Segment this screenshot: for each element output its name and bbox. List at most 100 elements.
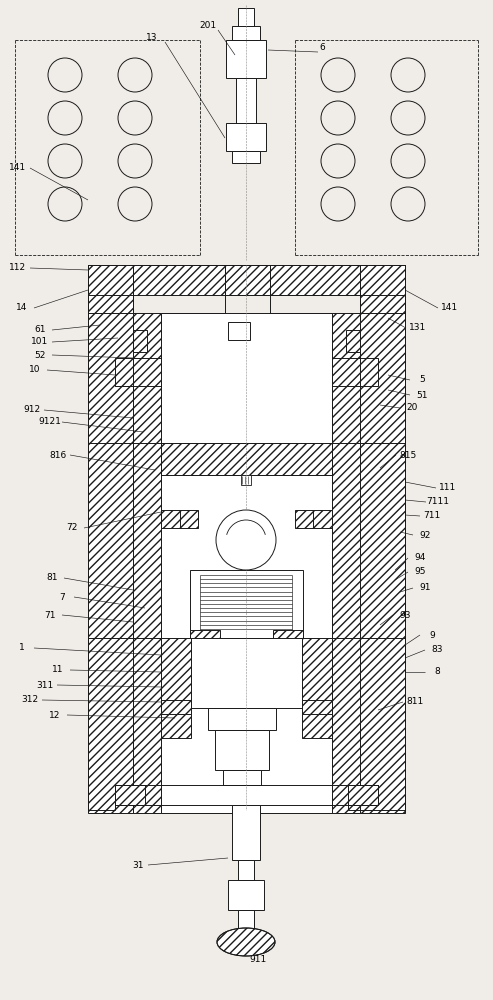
Bar [226, 123, 266, 151]
Bar [346, 330, 360, 352]
Bar [88, 638, 133, 813]
Text: 83: 83 [431, 646, 443, 654]
Bar [161, 313, 332, 443]
Bar [161, 443, 332, 638]
Bar [88, 313, 133, 443]
Bar [332, 638, 360, 813]
Text: 11: 11 [52, 666, 64, 674]
Bar [133, 265, 225, 295]
Text: 20: 20 [406, 403, 418, 412]
Text: 1: 1 [19, 644, 25, 652]
Text: 8: 8 [434, 668, 440, 676]
Bar [241, 475, 251, 485]
Bar [115, 358, 133, 386]
Bar [232, 151, 260, 163]
Bar [225, 265, 270, 295]
Text: 14: 14 [16, 304, 28, 312]
Bar [228, 322, 250, 340]
Bar [115, 785, 145, 805]
Ellipse shape [217, 928, 275, 956]
Bar [215, 730, 269, 770]
Bar [312, 510, 332, 528]
Bar [208, 708, 276, 730]
Text: 31: 31 [132, 860, 144, 869]
Text: 141: 141 [441, 304, 458, 312]
Bar [360, 638, 405, 813]
Text: 91: 91 [419, 584, 431, 592]
Bar [223, 770, 261, 785]
Text: 93: 93 [399, 610, 411, 619]
Bar [236, 78, 256, 123]
Bar [302, 638, 332, 738]
Text: 72: 72 [67, 524, 78, 532]
Bar [161, 638, 191, 738]
Text: 7: 7 [59, 592, 65, 601]
Text: 112: 112 [9, 263, 27, 272]
Text: 10: 10 [29, 365, 41, 374]
Bar [161, 638, 332, 813]
Bar [360, 358, 378, 386]
Circle shape [216, 510, 276, 570]
Text: 111: 111 [439, 484, 457, 492]
Bar [232, 26, 260, 40]
Bar [332, 443, 360, 638]
Bar [133, 313, 161, 443]
Bar [161, 443, 332, 475]
Bar [295, 510, 313, 528]
Bar [232, 805, 260, 860]
Text: 13: 13 [146, 33, 158, 42]
Text: 912: 912 [24, 406, 40, 414]
Text: 52: 52 [35, 351, 46, 360]
Text: 51: 51 [416, 390, 428, 399]
Text: 141: 141 [9, 163, 27, 172]
Bar [348, 785, 378, 805]
Bar [360, 313, 405, 443]
Bar [161, 700, 191, 714]
Text: 6: 6 [319, 43, 325, 52]
Bar [273, 630, 303, 638]
Bar [238, 860, 254, 880]
Bar [180, 510, 198, 528]
Text: 711: 711 [423, 512, 441, 520]
Bar [88, 443, 133, 638]
Text: 815: 815 [399, 450, 417, 460]
Text: 816: 816 [49, 450, 67, 460]
Text: 311: 311 [36, 680, 54, 690]
Text: 131: 131 [409, 324, 426, 332]
Text: 7111: 7111 [426, 497, 450, 506]
Bar [332, 313, 360, 443]
Bar [133, 330, 147, 352]
Bar [88, 265, 133, 313]
Bar [238, 910, 254, 938]
Text: 5: 5 [419, 375, 425, 384]
Text: 95: 95 [414, 568, 426, 576]
Text: 92: 92 [420, 530, 431, 540]
Text: 9: 9 [429, 631, 435, 640]
Text: 71: 71 [44, 610, 56, 619]
Text: 101: 101 [32, 338, 49, 347]
Text: 312: 312 [21, 696, 38, 704]
Text: 201: 201 [200, 20, 216, 29]
Bar [190, 630, 220, 638]
Bar [270, 265, 360, 295]
Bar [133, 638, 161, 813]
Bar [190, 570, 303, 638]
Text: 811: 811 [406, 698, 423, 706]
Bar [161, 510, 181, 528]
Bar [191, 638, 302, 708]
Bar [161, 443, 332, 475]
Bar [115, 785, 378, 805]
Text: 12: 12 [49, 710, 61, 720]
Bar [302, 700, 332, 714]
Bar [360, 443, 405, 638]
Bar [360, 265, 405, 313]
Text: 94: 94 [414, 554, 425, 562]
Bar [238, 8, 254, 26]
Text: 9121: 9121 [38, 418, 62, 426]
Text: 911: 911 [249, 956, 267, 964]
Bar [228, 880, 264, 910]
Text: 61: 61 [34, 326, 46, 334]
Bar [133, 443, 161, 638]
Text: 81: 81 [46, 574, 58, 582]
Bar [226, 40, 266, 78]
